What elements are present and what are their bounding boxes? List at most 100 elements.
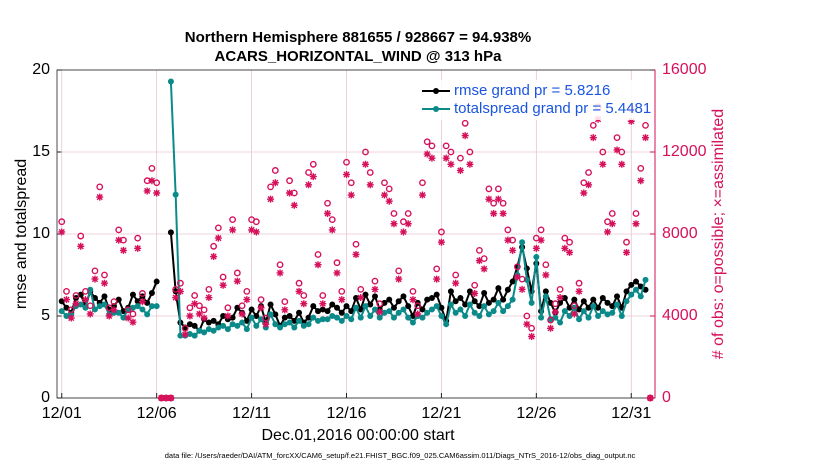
point-marker — [191, 332, 198, 339]
assimilated-marker — [499, 210, 507, 217]
point-marker — [452, 298, 459, 305]
possible-marker — [494, 185, 502, 193]
possible-marker — [362, 148, 369, 156]
assimilated-marker — [637, 177, 645, 185]
assimilated-marker — [390, 220, 398, 228]
point-marker — [405, 303, 412, 310]
point-marker — [509, 296, 516, 303]
assimilated-marker — [456, 166, 464, 174]
point-marker — [637, 293, 644, 300]
assimilated-marker — [67, 314, 75, 322]
point-marker — [357, 306, 364, 313]
possible-marker — [471, 281, 479, 289]
assimilated-marker — [485, 195, 493, 203]
point-marker — [614, 293, 621, 300]
point-marker — [239, 319, 246, 326]
point-marker — [296, 317, 303, 324]
possible-marker — [333, 259, 341, 267]
assimilated-marker — [172, 294, 180, 302]
assimilated-marker — [404, 220, 412, 228]
possible-marker — [542, 261, 550, 269]
point-marker — [220, 322, 227, 329]
possible-marker — [485, 185, 493, 193]
point-marker — [338, 317, 345, 324]
possible-marker — [371, 277, 379, 285]
chart-title: Northern Hemisphere 881655 / 928667 = 94… — [185, 29, 531, 46]
point-marker — [101, 301, 108, 308]
possible-marker — [419, 179, 426, 187]
possible-marker — [385, 185, 393, 193]
possible-marker — [623, 238, 630, 246]
point-marker — [319, 316, 326, 323]
assimilated-marker — [110, 306, 118, 314]
possible-marker — [556, 285, 564, 293]
y-tick-label: 20 — [32, 61, 50, 78]
possible-marker — [561, 234, 569, 242]
point-marker — [395, 298, 402, 305]
assimilated-marker — [518, 285, 526, 293]
possible-marker — [547, 316, 554, 324]
point-marker — [580, 308, 587, 315]
possible-marker — [224, 304, 232, 312]
possible-marker — [589, 121, 597, 129]
assimilated-marker — [91, 275, 99, 283]
possible-marker — [319, 292, 327, 299]
assimilated-marker — [162, 394, 170, 402]
possible-marker — [366, 169, 374, 176]
point-marker — [367, 301, 374, 308]
assimilated-marker — [105, 312, 113, 320]
point-marker — [557, 319, 564, 326]
assimilated-marker — [205, 294, 213, 302]
assimilated-marker — [561, 244, 569, 252]
x-tick-label: 12/21 — [421, 405, 461, 422]
point-marker — [205, 319, 212, 326]
possible-marker — [257, 296, 265, 303]
assimilated-marker — [176, 287, 184, 295]
point-marker — [443, 321, 450, 328]
assimilated-marker — [418, 191, 426, 199]
point-marker — [210, 317, 217, 324]
point-marker — [585, 304, 592, 311]
assimilated-marker — [414, 310, 422, 318]
point-marker — [120, 314, 127, 321]
point-marker — [134, 298, 141, 305]
y2-axis-label: # of obs: o=possible; ×=assimilated — [710, 109, 727, 359]
point-marker — [205, 326, 212, 333]
point-marker — [300, 322, 307, 329]
point-marker — [305, 321, 312, 328]
possible-marker — [423, 138, 431, 146]
possible-marker — [490, 199, 498, 207]
point-marker — [296, 309, 303, 316]
point-marker — [319, 306, 326, 313]
assimilated-marker — [646, 394, 654, 402]
assimilated-marker — [509, 246, 517, 254]
possible-marker — [305, 169, 312, 176]
point-marker — [267, 311, 274, 318]
assimilated-marker — [352, 251, 360, 258]
point-marker — [334, 314, 341, 321]
point-marker — [243, 326, 250, 333]
possible-marker — [91, 267, 99, 275]
assimilated-marker — [376, 308, 384, 316]
assimilated-marker — [551, 308, 559, 316]
assimilated-marker — [233, 277, 241, 285]
point-marker — [405, 314, 412, 321]
possible-marker — [338, 287, 346, 295]
possible-marker — [58, 218, 66, 226]
assimilated-marker — [314, 261, 322, 269]
possible-marker — [475, 246, 483, 254]
x-tick-label: 12/06 — [137, 405, 177, 422]
assimilated-marker — [437, 238, 445, 246]
legend-marker — [433, 88, 439, 94]
possible-marker — [357, 285, 365, 293]
assimilated-marker — [575, 287, 583, 295]
assimilated-marker — [257, 304, 265, 312]
possible-marker — [67, 306, 75, 314]
point-marker — [595, 313, 602, 319]
point-marker — [538, 314, 545, 321]
assimilated-marker — [138, 298, 146, 306]
possible-marker — [452, 271, 460, 279]
point-marker — [272, 321, 279, 328]
point-marker — [500, 296, 507, 303]
